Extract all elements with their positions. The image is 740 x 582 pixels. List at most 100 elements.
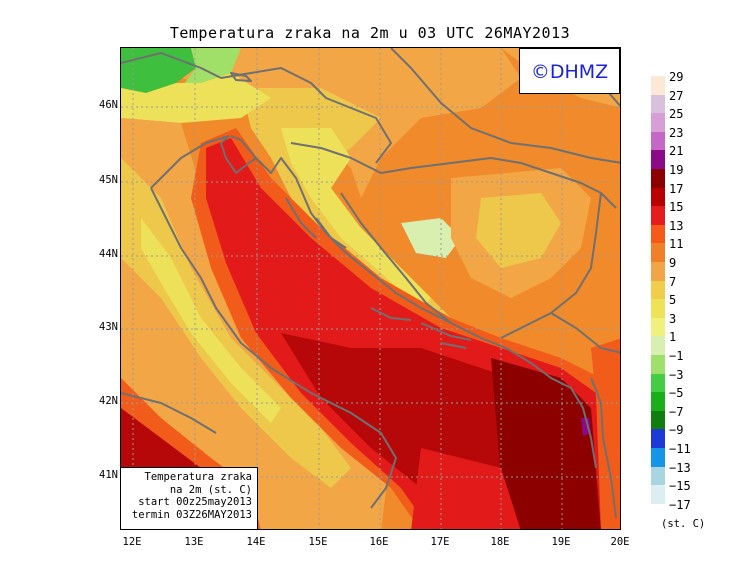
- legend-swatch: [651, 336, 665, 355]
- lon-label: 20E: [610, 536, 630, 548]
- legend-swatch: [651, 280, 665, 300]
- legend-swatch: [651, 299, 665, 318]
- legend-swatch: [651, 113, 665, 132]
- montenegro-border: [550, 312, 620, 354]
- legend-swatch: [651, 410, 665, 430]
- legend-label: −1: [669, 349, 684, 363]
- alps-lightgreen: [181, 48, 241, 88]
- adriatic-hottest: [491, 358, 601, 529]
- legend-swatch: [651, 485, 665, 504]
- lake: [230, 72, 252, 82]
- bosnia-border: [340, 192, 602, 339]
- legend-label: 29: [669, 70, 684, 84]
- info-line-1: Temperatura zraka: [144, 471, 252, 483]
- lon-label: 12E: [122, 536, 142, 548]
- lon-label: 13E: [184, 536, 204, 548]
- temperature-field: [121, 48, 620, 529]
- legend-label: −9: [669, 423, 684, 438]
- legend-label: 19: [669, 163, 684, 177]
- legend-swatch: [651, 262, 665, 281]
- legend-label: 3: [669, 311, 677, 326]
- istria: [220, 135, 257, 174]
- east-cool: [476, 193, 561, 268]
- legend-label: −7: [669, 404, 684, 419]
- croatia-coast: [230, 135, 597, 469]
- legend-label: 1: [669, 330, 677, 345]
- legend-unit: (st. C): [661, 518, 706, 530]
- info-line-4: termin 03Z26MAY2013: [131, 508, 252, 521]
- legend-label: 23: [669, 125, 684, 140]
- legend-label: −3: [669, 367, 684, 382]
- legend-swatch: [651, 94, 665, 114]
- lat-label: 41N: [99, 469, 118, 481]
- legend-label: 5: [669, 293, 677, 308]
- lat-label: 46N: [99, 99, 118, 111]
- legend-label: −15: [669, 479, 691, 494]
- islands-3: [370, 307, 412, 321]
- legend-label: 11: [669, 237, 684, 252]
- coastlines: [121, 135, 597, 509]
- legend-label: 25: [669, 107, 684, 122]
- grid-lines: [121, 48, 620, 529]
- austria-border: [121, 52, 222, 79]
- islands-2: [315, 217, 347, 249]
- legend-swatch: [651, 131, 665, 151]
- legend-swatch: [651, 150, 665, 169]
- islands-4: [420, 322, 472, 341]
- lat-label: 45N: [99, 174, 118, 186]
- hungary-border: [390, 48, 620, 164]
- info-line-3: start 00z25may2013: [138, 496, 252, 508]
- lon-label: 14E: [246, 536, 266, 548]
- legend-swatch: [651, 317, 665, 337]
- legend-label: 17: [669, 181, 684, 196]
- legend-swatch: [651, 466, 665, 486]
- legend-swatch: [651, 169, 665, 188]
- legend-label: 9: [669, 256, 677, 270]
- apennines-inner: [141, 218, 281, 423]
- slovenia-border: [220, 67, 392, 164]
- cold-pocket: [401, 218, 461, 258]
- legend-swatch: [651, 392, 665, 411]
- legend-label: −17: [669, 497, 691, 512]
- legend-swatch: [651, 355, 665, 374]
- legend-swatch: [651, 448, 665, 467]
- legend-label: 13: [669, 218, 684, 233]
- dhmz-logo: ©DHMZ: [519, 48, 620, 94]
- lon-label: 19E: [551, 536, 571, 548]
- lon-label: 16E: [369, 536, 389, 548]
- legend-label: −5: [669, 386, 684, 401]
- legend-swatch: [651, 206, 665, 225]
- lon-label: 15E: [308, 536, 328, 548]
- legend-label: −11: [669, 442, 691, 456]
- islands-5: [440, 342, 467, 349]
- legend-label: 21: [669, 144, 684, 159]
- legend-swatch: [651, 243, 665, 262]
- lat-label: 44N: [99, 248, 118, 260]
- legend-swatch: [651, 76, 665, 95]
- ionian-warm: [411, 448, 521, 529]
- temperature-map: ©DHMZ Temperatura zraka na 2m (st. C) st…: [120, 47, 621, 530]
- legend-swatch: [651, 224, 665, 244]
- albania-coast: [591, 338, 620, 488]
- lon-label: 17E: [430, 536, 450, 548]
- apennines: [121, 158, 351, 488]
- legend-label: 7: [669, 274, 677, 289]
- info-line-2: na 2m (st. C): [169, 483, 252, 496]
- legend-swatch: [651, 429, 665, 448]
- map-title: Temperatura zraka na 2m u 03 UTC 26MAY20…: [169, 24, 571, 42]
- lon-label: 18E: [490, 536, 510, 548]
- legend-label: 27: [669, 88, 684, 103]
- italy-west-coastline: [121, 392, 217, 434]
- italy-east-coast: [150, 135, 397, 509]
- lat-label: 42N: [99, 395, 118, 407]
- legend-label: 15: [669, 200, 684, 215]
- info-box: Temperatura zraka na 2m (st. C) start 00…: [121, 467, 258, 529]
- legend-swatch: [651, 187, 665, 207]
- borders: [121, 48, 620, 519]
- legend-label: −13: [669, 460, 691, 475]
- legend-swatch: [651, 373, 665, 393]
- albania-border: [590, 377, 617, 519]
- alps-yellow: [121, 73, 271, 123]
- islands-1: [285, 197, 317, 239]
- croatia-north-border: [290, 142, 617, 209]
